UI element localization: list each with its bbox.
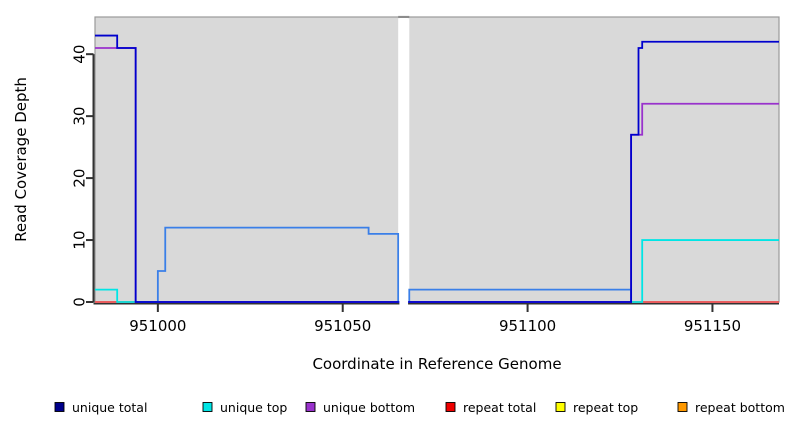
legend-swatch-repeat-bottom — [677, 402, 688, 412]
y-tick-label: 10 — [71, 230, 89, 249]
x-tick-label: 951050 — [314, 317, 371, 335]
legend-label: repeat total — [463, 400, 536, 415]
legend-label: unique top — [220, 400, 287, 415]
legend-swatch-repeat-total — [445, 402, 456, 412]
legend-item[interactable]: unique top — [202, 400, 287, 415]
y-tick-label: 20 — [71, 169, 89, 188]
data-gap-overlay — [399, 18, 409, 305]
x-axis: 951000 951050 951100 951150 — [93, 302, 779, 335]
series-line-unique-total — [95, 34, 779, 303]
legend-item[interactable]: repeat total — [445, 400, 536, 415]
legend-swatch-unique-total — [54, 402, 65, 412]
plot-background — [94, 16, 780, 303]
legend-item[interactable]: repeat top — [555, 400, 638, 415]
legend: unique total unique top unique bottom repea… — [54, 400, 785, 415]
series-group — [95, 34, 779, 303]
legend-swatch-unique-bottom — [305, 402, 316, 412]
y-axis: 0 10 20 30 40 — [71, 45, 95, 307]
y-tick-label: 40 — [71, 45, 89, 64]
legend-label: repeat bottom — [695, 400, 785, 415]
legend-label: repeat top — [573, 400, 638, 415]
x-tick-label: 951150 — [684, 317, 741, 335]
x-axis-title: Coordinate in Reference Genome — [312, 355, 561, 373]
x-tick-label: 951000 — [129, 317, 186, 335]
legend-swatch-repeat-top — [555, 402, 566, 412]
y-tick-label: 30 — [71, 107, 89, 126]
legend-label: unique bottom — [323, 400, 415, 415]
legend-item[interactable]: unique total — [54, 400, 147, 415]
legend-label: unique total — [72, 400, 147, 415]
series-line-midrange-unique-total — [135, 226, 633, 303]
y-axis-title: Read Coverage Depth — [12, 77, 30, 242]
legend-item[interactable]: unique bottom — [305, 400, 415, 415]
legend-item[interactable]: repeat bottom — [677, 400, 785, 415]
y-tick-label: 0 — [71, 297, 89, 307]
legend-swatch-unique-top — [202, 402, 213, 412]
x-tick-label: 951100 — [499, 317, 556, 335]
